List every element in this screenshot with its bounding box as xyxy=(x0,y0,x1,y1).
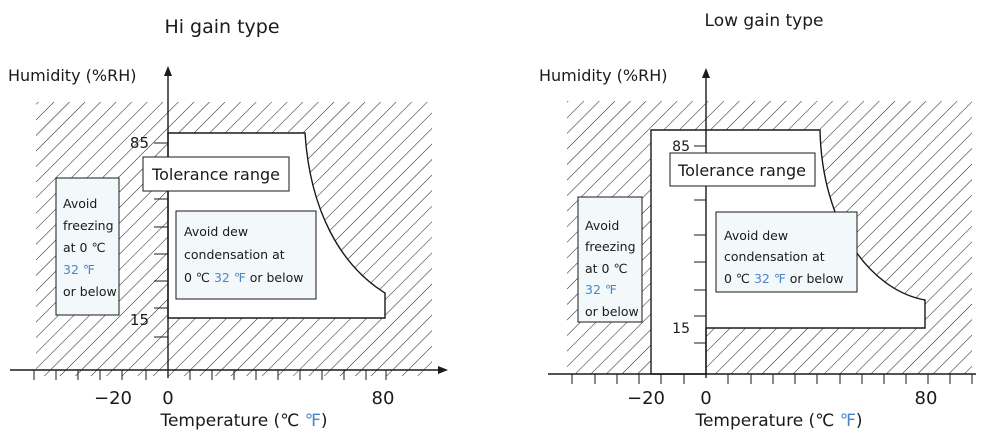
tolerance-range-callout xyxy=(142,156,290,192)
tolerance-range-label: Tolerance range xyxy=(151,165,280,184)
hi-gain-panel: Hi gain type Humidity (%RH) 85 15 −20 0 xyxy=(8,16,448,430)
y-axis-ticks xyxy=(694,145,706,344)
tolerance-range-callout xyxy=(669,152,816,187)
x-axis-arrow-icon xyxy=(438,366,448,374)
low-gain-panel: Low gain type Humidity (%RH) 85 15 −20 0 xyxy=(539,11,976,430)
x-axis-label: Temperature (℃ ℉) xyxy=(159,411,327,430)
avoid-freezing-box xyxy=(55,177,120,316)
x-tick-0: 0 xyxy=(700,388,711,409)
avoid-freezing-box xyxy=(577,196,643,323)
y-tick-85: 85 xyxy=(672,139,690,155)
x-tick-minus-20: −20 xyxy=(94,388,132,409)
x-tick-minus-20: −20 xyxy=(627,388,665,409)
dew-line-1: Avoid dew xyxy=(724,228,788,243)
x-axis-label: Temperature (℃ ℉) xyxy=(694,411,862,430)
dew-line-2: condensation at xyxy=(724,249,825,264)
freeze-line-1: Avoid xyxy=(585,218,619,233)
freeze-line-5: or below xyxy=(63,284,117,299)
tolerance-range-label: Tolerance range xyxy=(677,161,806,180)
freeze-line-2: freezing xyxy=(63,218,114,233)
freeze-line-4: 32 ℉ xyxy=(585,282,617,297)
x-tick-80: 80 xyxy=(915,388,938,409)
y-axis-label: Humidity (%RH) xyxy=(539,66,667,85)
y-tick-15: 15 xyxy=(672,321,690,337)
x-tick-0: 0 xyxy=(162,388,173,409)
low-gain-title: Low gain type xyxy=(705,11,824,31)
y-axis-label: Humidity (%RH) xyxy=(8,66,136,85)
hi-gain-title: Hi gain type xyxy=(164,16,279,38)
dew-line-2: condensation at xyxy=(184,247,285,262)
x-tick-80: 80 xyxy=(372,388,395,409)
freeze-line-2: freezing xyxy=(585,239,636,254)
avoid-dew-box xyxy=(715,211,858,293)
freeze-line-3: at 0 ℃ xyxy=(63,240,106,255)
dew-line-3: 0 ℃ 32 ℉ or below xyxy=(724,271,843,286)
dew-line-3: 0 ℃ 32 ℉ or below xyxy=(184,270,303,285)
y-axis-arrow-icon xyxy=(164,66,172,76)
freeze-line-3: at 0 ℃ xyxy=(585,261,628,276)
y-tick-15: 15 xyxy=(130,311,149,329)
freeze-line-1: Avoid xyxy=(63,196,97,211)
x-axis-ticks xyxy=(33,370,387,380)
freeze-line-4: 32 ℉ xyxy=(63,262,95,277)
y-axis-arrow-icon xyxy=(702,68,710,78)
y-tick-85: 85 xyxy=(130,134,149,152)
avoid-dew-box xyxy=(175,210,317,300)
dew-line-1: Avoid dew xyxy=(184,224,248,239)
freeze-line-5: or below xyxy=(585,304,639,319)
x-axis-ticks xyxy=(571,374,973,384)
